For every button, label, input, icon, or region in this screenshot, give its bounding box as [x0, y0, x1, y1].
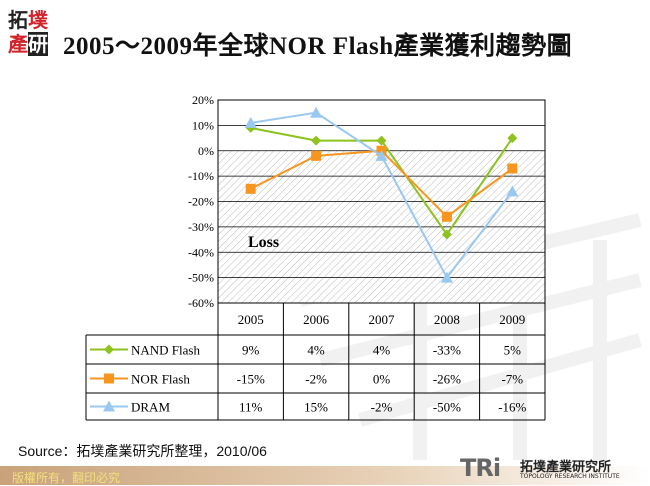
copyright: 版權所有，翻印必究 — [12, 471, 121, 485]
y-tick-label: -10% — [188, 169, 214, 183]
loss-annotation: Loss — [248, 234, 279, 251]
dram-point — [244, 116, 257, 128]
page-title: 2005～2009年全球NOR Flash產業獲利趨勢圖 — [63, 33, 573, 60]
footer-bar — [0, 466, 650, 485]
nor-point — [311, 150, 322, 161]
y-tick-label: 20% — [192, 93, 214, 107]
nand-point — [311, 135, 322, 146]
y-tick-label: -20% — [188, 195, 214, 209]
legend-marker — [104, 344, 114, 355]
y-tick-label: 10% — [192, 118, 214, 132]
legend-marker — [103, 400, 115, 412]
data-label: 0% — [373, 372, 391, 387]
data-label: -50% — [433, 400, 461, 415]
dram-point — [310, 106, 323, 118]
y-tick-label: 0% — [198, 144, 214, 158]
dram-point — [506, 185, 519, 197]
legend-label: NAND Flash — [131, 343, 200, 358]
nor-point — [507, 163, 518, 174]
data-label: 4% — [307, 343, 325, 358]
nand-point — [441, 229, 452, 240]
data-label: -2% — [305, 372, 327, 387]
data-label: -2% — [371, 400, 393, 415]
y-tick-label: -50% — [188, 271, 214, 285]
nor-point — [441, 211, 452, 222]
logo: 拓墣 產研 — [8, 8, 48, 56]
dram-point — [375, 149, 388, 161]
chart: 20% 10% 0% -10% -20% -30% -40% -50% -60% Loss 2005… — [85, 93, 546, 421]
x-tick-label: 2009 — [499, 312, 525, 327]
nand-point — [376, 135, 387, 146]
y-tick-label: -60% — [188, 296, 214, 310]
data-label: 15% — [304, 400, 328, 415]
data-label: 4% — [373, 343, 391, 358]
nor-point — [245, 183, 256, 194]
data-label: 9% — [242, 343, 260, 358]
x-tick-label: 2005 — [238, 312, 264, 327]
data-label: -7% — [501, 372, 523, 387]
data-label: -16% — [498, 400, 526, 415]
legend-marker — [104, 373, 114, 384]
legend-label: DRAM — [131, 400, 170, 415]
source-note: Source：拓墣產業研究所整理，2010/06 — [18, 443, 267, 459]
legend-label: NOR Flash — [131, 372, 190, 387]
dram-point — [440, 271, 453, 283]
x-tick-label: 2007 — [369, 312, 396, 327]
x-tick-label: 2006 — [303, 312, 330, 327]
data-label: -33% — [433, 343, 461, 358]
x-tick-label: 2008 — [434, 312, 460, 327]
brand-logo: TRi 拓墣產業研究所 TOPOLOGY RESEARCH INSTITUTE — [460, 454, 620, 482]
y-tick-label: -40% — [188, 245, 214, 259]
nand-point — [507, 133, 518, 144]
y-tick-label: -30% — [188, 220, 214, 234]
data-label: 5% — [504, 343, 522, 358]
data-label: -15% — [237, 372, 265, 387]
data-label: -26% — [433, 372, 461, 387]
data-label: 11% — [239, 400, 263, 415]
